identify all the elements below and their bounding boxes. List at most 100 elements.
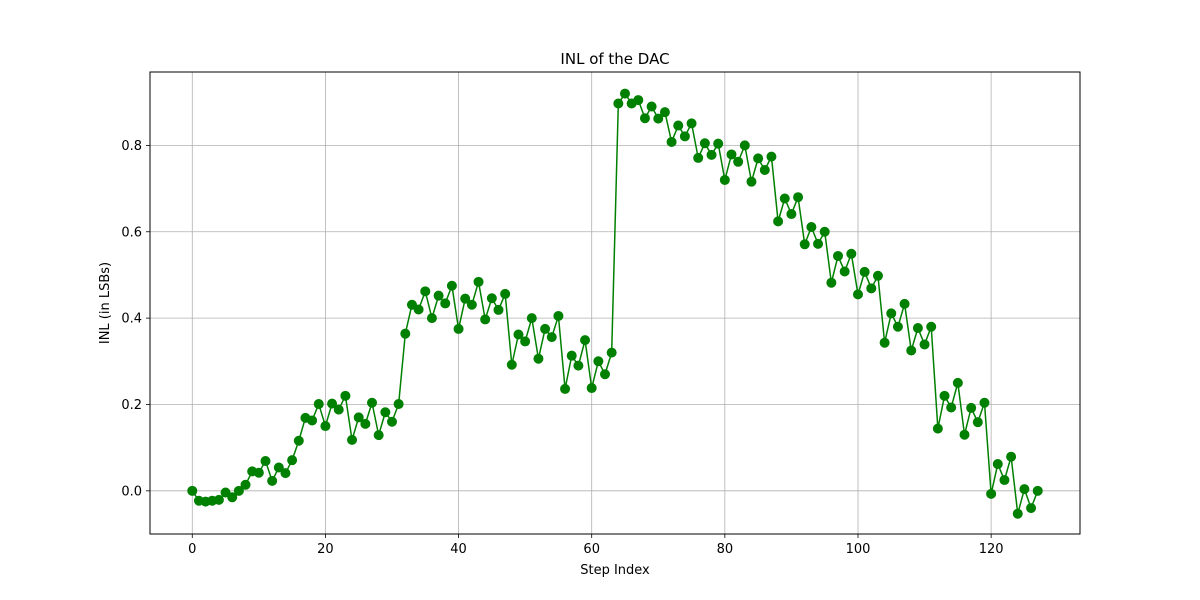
data-point <box>793 192 804 203</box>
data-point <box>966 402 977 413</box>
data-point <box>340 390 351 401</box>
x-tick-label: 20 <box>317 542 334 557</box>
data-point <box>912 323 923 334</box>
data-point <box>553 310 564 321</box>
data-point <box>839 266 850 277</box>
chart-title: INL of the DAC <box>560 50 669 68</box>
data-point <box>613 98 624 109</box>
data-point <box>280 468 291 479</box>
data-point <box>653 113 664 124</box>
x-tick-label: 40 <box>450 542 467 557</box>
data-point <box>852 289 863 300</box>
y-tick-label: 0.8 <box>121 139 142 154</box>
data-point <box>367 397 378 408</box>
data-point <box>719 174 730 185</box>
data-point <box>386 416 397 427</box>
data-point <box>593 356 604 367</box>
x-tick-label: 0 <box>188 542 196 557</box>
data-point <box>573 360 584 371</box>
x-tick-label: 120 <box>979 542 1004 557</box>
data-point <box>313 399 324 410</box>
data-point <box>693 152 704 163</box>
data-point <box>360 418 371 429</box>
data-point <box>586 383 597 394</box>
data-point <box>353 412 364 423</box>
data-point <box>992 459 1003 470</box>
x-tick-label: 80 <box>717 542 734 557</box>
data-point <box>466 299 477 310</box>
data-point <box>666 136 677 147</box>
data-point <box>560 383 571 394</box>
data-point <box>380 407 391 418</box>
x-tick-label: 100 <box>846 542 871 557</box>
data-point <box>1019 484 1030 495</box>
data-point <box>773 216 784 227</box>
data-point <box>946 402 957 413</box>
data-point <box>227 492 238 503</box>
data-point <box>899 298 910 309</box>
data-point <box>713 138 724 149</box>
data-point <box>260 456 271 467</box>
data-point <box>267 475 278 486</box>
data-point <box>833 250 844 261</box>
data-point <box>746 176 757 187</box>
data-point <box>473 276 484 287</box>
x-axis-label: Step Index <box>580 563 650 578</box>
x-axis-ticks: 0 20 40 60 80 100 120 <box>188 534 1004 557</box>
data-point <box>679 131 690 142</box>
data-point <box>699 138 710 149</box>
data-point <box>293 435 304 446</box>
data-point <box>347 434 358 445</box>
data-point <box>433 290 444 301</box>
data-point <box>906 345 917 356</box>
data-point <box>706 149 717 160</box>
data-point <box>779 193 790 204</box>
data-point <box>453 323 464 334</box>
data-point <box>413 304 424 315</box>
data-point <box>446 280 457 291</box>
data-point <box>846 248 857 259</box>
data-point <box>859 266 870 277</box>
data-point <box>979 397 990 408</box>
data-point <box>879 337 890 348</box>
data-point <box>253 467 264 478</box>
data-point <box>659 107 670 118</box>
data-point <box>500 288 511 299</box>
data-point <box>952 377 963 388</box>
y-axis-ticks: 0.0 0.2 0.4 0.6 0.8 <box>121 139 150 499</box>
data-point <box>819 226 830 237</box>
y-axis-label: INL (in LSBs) <box>98 262 113 344</box>
data-point <box>926 321 937 332</box>
data-point <box>1026 503 1037 514</box>
x-tick-label: 60 <box>583 542 600 557</box>
data-point <box>866 283 877 294</box>
data-point <box>287 455 298 466</box>
data-point <box>526 313 537 324</box>
data-point <box>327 398 338 409</box>
data-point <box>726 149 737 160</box>
data-point <box>320 421 331 432</box>
data-point <box>400 328 411 339</box>
data-point <box>440 298 451 309</box>
data-point <box>393 399 404 410</box>
data-point <box>806 222 817 233</box>
y-tick-label: 0.6 <box>121 225 142 240</box>
data-point <box>493 304 504 315</box>
data-point <box>786 209 797 220</box>
data-point <box>240 479 251 490</box>
data-point <box>520 336 531 347</box>
data-point <box>406 299 417 310</box>
series-layer <box>187 88 1043 519</box>
data-point <box>273 462 284 473</box>
data-point <box>540 323 551 334</box>
data-point <box>739 140 750 151</box>
data-point <box>1032 485 1043 496</box>
y-tick-label: 0.2 <box>121 398 142 413</box>
data-point <box>919 339 930 350</box>
y-tick-label: 0.4 <box>121 312 142 327</box>
data-point <box>932 423 943 434</box>
data-point <box>872 270 883 281</box>
data-point <box>892 321 903 332</box>
data-point <box>633 95 644 106</box>
